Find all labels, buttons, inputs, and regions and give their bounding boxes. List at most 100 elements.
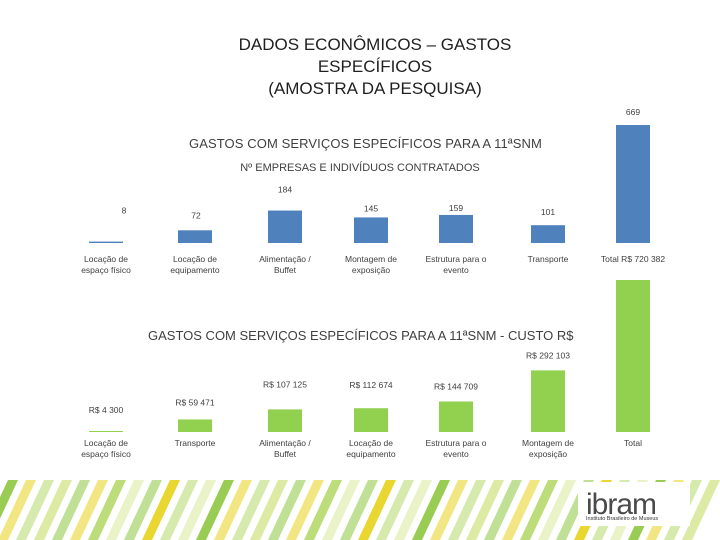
footer-stripe [538, 480, 576, 540]
chart1-category-label-4-line-2: evento [443, 265, 469, 275]
chart2-data-label-0: R$ 4 300 [89, 405, 124, 415]
footer-stripe [268, 480, 306, 540]
chart1-bar-3 [354, 217, 388, 243]
chart2-category-label-5: Montagem de [522, 438, 574, 448]
chart1-category-label-5: Transporte [528, 254, 569, 264]
chart2-bar-1 [178, 419, 212, 432]
chart1-data-label-2: 184 [278, 185, 292, 195]
footer-stripe [322, 480, 360, 540]
chart2-category-label-3-line-2: equipamento [346, 449, 395, 459]
footer-stripe [232, 480, 270, 540]
footer-stripe [250, 480, 288, 540]
chart1-category-label-0: Locação de [84, 254, 128, 264]
footer-stripe [160, 480, 198, 540]
footer-stripe [394, 480, 432, 540]
footer-stripe [682, 480, 720, 540]
slide-title-line-3: (AMOSTRA DA PESQUISA) [268, 79, 482, 98]
chart2-bar-3 [354, 408, 388, 432]
chart1-title: GASTOS COM SERVIÇOS ESPECÍFICOS PARA A 1… [189, 136, 542, 151]
footer-stripe [0, 480, 36, 540]
slide-title-line-2: ESPECÍFICOS [317, 57, 433, 76]
footer-stripe [430, 480, 468, 540]
footer-stripe [52, 480, 90, 540]
footer-stripe [358, 480, 396, 540]
slide-title: DADOS ECONÔMICOS – GASTOS ESPECÍFICOS (A… [175, 34, 575, 100]
chart2-data-label-3: R$ 112 674 [349, 380, 393, 390]
chart1-data-label-1: 72 [191, 210, 201, 220]
footer-stripe [304, 480, 342, 540]
chart2-data-label-1: R$ 59 471 [175, 397, 214, 407]
footer-stripe [178, 480, 216, 540]
chart1-bar-6 [616, 125, 650, 243]
footer-stripe [124, 480, 162, 540]
chart1-data-label-3: 145 [364, 203, 378, 213]
logo-text: ibram [586, 488, 657, 521]
chart2-category-label-6: Total [624, 438, 642, 448]
chart1-bar-5 [531, 225, 565, 243]
chart1-category-label-1-line-2: equipamento [170, 265, 219, 275]
footer-stripe [88, 480, 126, 540]
chart2-bar-5 [531, 370, 565, 432]
chart1-data-label-6: 669 [626, 107, 640, 117]
chart2-data-label-2: R$ 107 125 [263, 379, 307, 389]
footer-stripe [106, 480, 144, 540]
chart2-bar-6 [616, 280, 650, 432]
chart1-category-label-3-line-2: exposição [352, 265, 391, 275]
footer-stripe [376, 480, 414, 540]
chart1-category-label-2: Alimentação / [259, 254, 311, 264]
chart1-bar-2 [268, 210, 302, 243]
chart1-bar-4 [439, 214, 473, 243]
chart2-category-label-5-line-2: exposição [529, 449, 568, 459]
chart2-bar-2 [268, 409, 302, 432]
chart2-category-label-3: Locação de [349, 438, 393, 448]
ibram-logo: ibram Instituto Brasileiro de Museus [586, 488, 686, 524]
chart1-category-label-1: Locação de [173, 254, 217, 264]
footer-band [0, 480, 720, 540]
chart1-data-label-4: 159 [449, 203, 463, 213]
chart2-category-label-2: Alimentação / [259, 438, 311, 448]
chart1-category-label-3: Montagem de [345, 254, 397, 264]
chart2-title: GASTOS COM SERVIÇOS ESPECÍFICOS PARA A 1… [148, 328, 574, 343]
slide-title-line-1: DADOS ECONÔMICOS – GASTOS [238, 35, 512, 54]
chart1-category-label-4: Estrutura para o [426, 254, 487, 264]
footer-stripe [16, 480, 54, 540]
footer-stripe [34, 480, 72, 540]
chart2-category-label-4-line-2: evento [443, 449, 469, 459]
footer-stripe [448, 480, 486, 540]
chart1-bar-0 [89, 241, 123, 243]
chart1-subtitle: Nº EMPRESAS E INDIVÍDUOS CONTRATADOS [240, 162, 480, 174]
chart1-data-label-5: 101 [541, 207, 555, 217]
chart1-bar-1 [178, 230, 212, 243]
chart2-category-label-1: Transporte [175, 438, 216, 448]
footer-stripe [214, 480, 252, 540]
footer-stripe [196, 480, 234, 540]
chart2-category-label-2-line-2: Buffet [274, 449, 297, 459]
footer-stripe [520, 480, 558, 540]
chart2-category-label-0: Locação de [84, 438, 128, 448]
footer-stripe [70, 480, 108, 540]
footer-stripe [466, 480, 504, 540]
chart2-bar-0 [89, 431, 123, 432]
chart2-data-label-4: R$ 144 709 [434, 381, 478, 391]
chart1-data-label-0: 8 [122, 206, 127, 216]
chart2-category-label-4: Estrutura para o [426, 438, 487, 448]
footer-stripe [502, 480, 540, 540]
footer-stripe [286, 480, 324, 540]
footer-stripes [0, 480, 720, 540]
chart1-category-label-2-line-2: Buffet [274, 265, 297, 275]
chart2-bar-4 [439, 401, 473, 432]
footer-stripe [340, 480, 378, 540]
footer-stripe [484, 480, 522, 540]
logo-subtext: Instituto Brasileiro de Museus [586, 516, 659, 522]
chart1-category-label-0-line-2: espaço físico [81, 265, 131, 275]
footer-stripe [142, 480, 180, 540]
chart2-category-label-0-line-2: espaço físico [81, 449, 131, 459]
footer-stripe [0, 480, 18, 519]
chart1-category-label-6: Total R$ 720 382 [601, 254, 666, 264]
footer-stripe [412, 480, 450, 540]
chart2-data-label-5: R$ 292 103 [526, 350, 570, 360]
logo-panel [578, 482, 690, 526]
